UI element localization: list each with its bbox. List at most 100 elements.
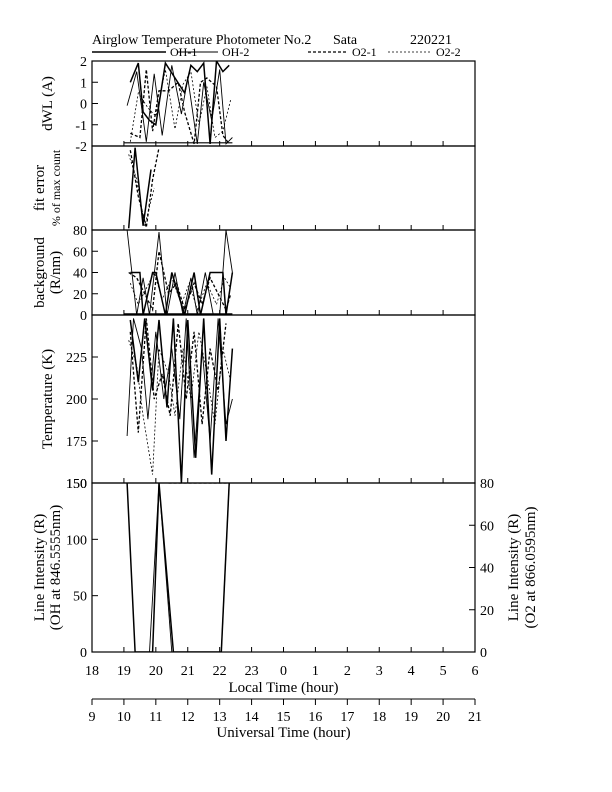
series-group-bg	[123, 230, 234, 315]
series-temp-oh2	[126, 318, 233, 458]
x-local-tick-label: 3	[376, 664, 383, 679]
x-ut-axis	[91, 698, 476, 705]
series-group-dwl	[123, 61, 233, 145]
y-label-fit: fit error% of max count	[32, 149, 63, 226]
x-ut-label: Universal Time (hour)	[216, 725, 350, 741]
legend-label-oh2: OH-2	[222, 45, 249, 59]
y-label-line: % of max count	[49, 149, 63, 226]
y-tick-label-int: 100	[66, 533, 87, 548]
plot-panels: -2 -1 0 1 2 dWL (A) fit error% of max count 0 20…	[32, 55, 539, 661]
x-local-tick-label: 21	[181, 664, 195, 679]
y-label-bg: background(R/nm)	[32, 237, 64, 308]
series-dwl-o22	[129, 69, 232, 142]
y-ticks-int	[91, 482, 476, 653]
series-bg-oh1	[130, 271, 234, 315]
y-label-line: background	[32, 237, 48, 308]
y-right-tick-label-int: 40	[480, 562, 494, 577]
panel-bg: 0 20 40 60 80 background(R/nm)	[32, 224, 476, 324]
chart-station: Sata	[333, 33, 358, 48]
y-label-line: (OH at 846.5555nm)	[48, 505, 64, 630]
x-local-tick-label: 0	[280, 664, 287, 679]
y-label-temp: Temperature (K)	[40, 349, 56, 449]
y-right-tick-label-int: 0	[480, 646, 487, 661]
y-tick-label-temp: 175	[66, 435, 87, 450]
y-tick-label-int: 0	[80, 646, 87, 661]
legend-label-o21: O2-1	[352, 45, 377, 59]
y-tick-label-bg: 20	[73, 288, 87, 303]
y-label-line: dWL (A)	[40, 76, 56, 131]
y-tick-label-dwl: -1	[75, 119, 87, 134]
x-ut-tick-label: 14	[245, 710, 259, 725]
y-label-line: Line Intensity (R)	[32, 514, 48, 621]
x-ut-tick-label: 9	[89, 710, 96, 725]
x-ut-tick-label: 19	[404, 710, 418, 725]
series-dwl-oh1	[129, 61, 230, 144]
x-ut-tick-label: 13	[213, 710, 227, 725]
x-ut-tick-label: 17	[340, 710, 354, 725]
series-group-fit	[127, 147, 160, 229]
series-bg-oh2	[126, 230, 233, 315]
y-tick-label-int: 150	[66, 477, 87, 492]
y-label-line: (R/nm)	[48, 251, 64, 294]
x-local-tick-label: 22	[213, 664, 227, 679]
x-ut-tick-label: 16	[308, 710, 322, 725]
y-right-label-int: Line Intensity (R)(O2 at 866.0595nm)	[506, 506, 539, 628]
x-local-tick-label: 5	[440, 664, 447, 679]
panel-dwl: -2 -1 0 1 2 dWL (A)	[40, 55, 476, 155]
legend-label-o22: O2-2	[436, 45, 461, 59]
y-tick-label-bg: 0	[80, 309, 87, 324]
series-bg-o21	[128, 251, 232, 312]
y-tick-label-temp: 150	[66, 477, 87, 492]
x-ut-tick-label: 21	[468, 710, 482, 725]
series-group-temp	[126, 318, 234, 483]
series-fit-oh1	[127, 147, 152, 229]
panel-temp: 150 175 200 225 Temperature (K)	[40, 314, 476, 492]
series-group-int	[126, 483, 231, 652]
y-ticks-fit	[91, 225, 476, 230]
series-temp-o21	[129, 318, 227, 433]
chart-title: Airglow Temperature Photometer No.2	[92, 33, 311, 48]
series-dwl-oh2	[126, 65, 233, 145]
x-local-tick-label: 2	[344, 664, 351, 679]
y-right-label-line: Line Intensity (R)	[506, 514, 522, 621]
y-tick-label-dwl: 0	[80, 98, 87, 113]
y-tick-label-bg: 40	[73, 267, 87, 282]
y-right-label-line: (O2 at 866.0595nm)	[523, 506, 539, 628]
y-tick-label-bg: 80	[73, 224, 87, 239]
x-local-tick-label: 4	[408, 664, 415, 679]
series-int-oh1	[126, 483, 230, 652]
x-ut-tick-label: 12	[181, 710, 195, 725]
x-ut-tick-label: 11	[149, 710, 162, 725]
series-fit-o21	[129, 147, 160, 228]
y-tick-label-dwl: 1	[80, 76, 87, 91]
y-label-line: Temperature (K)	[40, 349, 56, 449]
series-bg-o22	[129, 271, 232, 311]
y-tick-label-temp: 200	[66, 393, 87, 408]
x-local-label: Local Time (hour)	[229, 680, 339, 696]
y-ticks-dwl	[91, 60, 476, 147]
y-right-tick-label-int: 60	[480, 519, 494, 534]
x-local-tick-label: 18	[85, 664, 99, 679]
panel-frame-int	[91, 482, 476, 653]
y-tick-label-int: 50	[73, 590, 87, 605]
panel-fit: fit error% of max count	[32, 145, 476, 231]
x-local-tick-label: 1	[312, 664, 319, 679]
panel-frame-fit	[91, 145, 476, 231]
series-temp-oh1	[129, 318, 234, 483]
x-ut-tick-label: 15	[277, 710, 291, 725]
series-temp-o22	[128, 331, 232, 475]
x-ut-tick-label: 18	[372, 710, 386, 725]
x-local-tick-label: 6	[472, 664, 479, 679]
x-local-tick-label: 20	[149, 664, 163, 679]
y-tick-label-bg: 60	[73, 245, 87, 260]
y-label-int: Line Intensity (R)(OH at 846.5555nm)	[32, 505, 64, 630]
series-dwl-o21	[130, 69, 230, 145]
x-local-tick-label: 19	[117, 664, 131, 679]
y-label-dwl: dWL (A)	[40, 76, 56, 131]
y-tick-label-temp: 225	[66, 351, 87, 366]
y-tick-label-dwl: -2	[75, 140, 87, 155]
y-label-line: fit error	[32, 165, 48, 211]
y-tick-label-dwl: 2	[80, 55, 87, 70]
